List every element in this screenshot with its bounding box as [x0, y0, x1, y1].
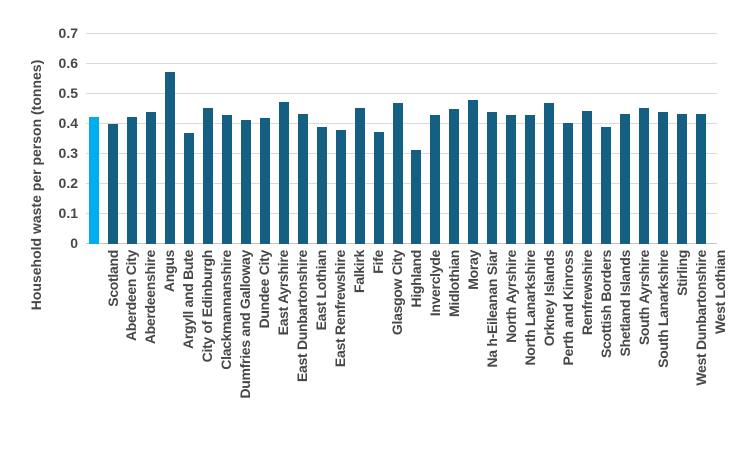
- bar-dundee-city: [240, 119, 251, 244]
- bar-inverclyde: [411, 149, 422, 244]
- bar-fife: [354, 107, 365, 244]
- bar-east-renfrewshire: [316, 127, 327, 244]
- x-label-west-lothian: West Lothian: [711, 250, 728, 335]
- bar-falkirk: [335, 130, 346, 244]
- bar-south-ayrshire: [620, 113, 631, 244]
- bar-scotland: [89, 116, 99, 244]
- x-label-west-dunbartonshire: West Dunbartonshire: [692, 250, 709, 386]
- bar-shetland-islands: [601, 127, 612, 244]
- bar-north-ayrshire: [487, 112, 498, 244]
- bar-moray: [449, 109, 460, 244]
- x-label-south-ayrshire: South Ayrshire: [635, 250, 652, 346]
- bar-perth-and-kinross: [544, 103, 555, 244]
- y-tick-label: 0.4: [58, 115, 78, 131]
- x-label-na-h-eileanan-siar: Na h-Eileanan Siar: [483, 250, 500, 368]
- bar-midlothian: [430, 115, 441, 244]
- x-label-midlothian: Midlothian: [445, 250, 462, 317]
- x-label-south-lanarkshire: South Lanarkshire: [654, 250, 671, 368]
- x-label-glasgow-city: Glasgow City: [389, 250, 406, 336]
- gridline: [86, 93, 717, 94]
- x-label-north-lanarkshire: North Lanarkshire: [521, 250, 538, 366]
- bar-west-dunbartonshire: [677, 113, 688, 244]
- bar-east-ayrshire: [259, 118, 270, 244]
- x-label-east-ayrshire: East Ayrshire: [275, 250, 292, 336]
- x-label-aberdeen-city: Aberdeen City: [123, 250, 140, 342]
- bar-east-lothian: [297, 113, 308, 244]
- bar-dumfries-and-galloway: [221, 115, 232, 244]
- x-label-clackmannanshire: Clackmannanshire: [218, 250, 235, 370]
- bar-clackmannanshire: [202, 107, 213, 244]
- bar-south-lanarkshire: [639, 107, 650, 244]
- bar-east-dunbartonshire: [278, 101, 289, 244]
- y-tick-label: 0.3: [58, 145, 78, 161]
- x-label-scottish-borders: Scottish Borders: [597, 250, 614, 358]
- x-label-city-of-edinburgh: City of Edinburgh: [199, 250, 216, 363]
- x-label-inverclyde: Inverclyde: [426, 250, 443, 317]
- x-label-stirling: Stirling: [673, 250, 690, 296]
- bar-glasgow-city: [373, 131, 384, 244]
- bar-argyll-and-bute: [164, 71, 175, 244]
- plot-area: [86, 33, 717, 244]
- y-tick-label: 0.5: [58, 85, 78, 101]
- bar-west-lothian: [696, 113, 707, 244]
- x-label-perth-and-kinross: Perth and Kinross: [559, 250, 576, 366]
- x-label-east-dunbartonshire: East Dunbartonshire: [294, 250, 311, 382]
- x-label-dumfries-and-galloway: Dumfries and Galloway: [237, 250, 254, 399]
- x-label-east-lothian: East Lothian: [313, 250, 330, 331]
- y-tick-label: 0.7: [58, 25, 78, 41]
- bar-city-of-edinburgh: [183, 133, 194, 244]
- y-tick-label: 0: [70, 235, 78, 251]
- bar-north-lanarkshire: [506, 115, 517, 244]
- x-label-scotland: Scotland: [104, 250, 121, 307]
- x-label-east-renfrewshire: East Renfrewshire: [332, 250, 349, 368]
- y-tick-label: 0.2: [58, 175, 78, 191]
- gridline: [86, 33, 717, 34]
- x-label-shetland-islands: Shetland Islands: [616, 250, 633, 357]
- x-label-falkirk: Falkirk: [351, 250, 368, 294]
- bar-highland: [392, 103, 403, 244]
- bar-angus: [145, 112, 156, 244]
- bar-renfrewshire: [563, 122, 574, 244]
- x-label-moray: Moray: [464, 250, 481, 290]
- x-label-aberdeenshire: Aberdeenshire: [142, 250, 159, 345]
- x-label-highland: Highland: [408, 250, 425, 308]
- x-label-angus: Angus: [161, 250, 178, 293]
- x-label-orkney-islands: Orkney Islands: [540, 250, 557, 347]
- bar-scottish-borders: [582, 110, 593, 244]
- x-label-argyll-and-bute: Argyll and Bute: [180, 250, 197, 349]
- x-label-renfrewshire: Renfrewshire: [578, 250, 595, 336]
- y-tick-label: 0.6: [58, 55, 78, 71]
- gridline: [86, 63, 717, 64]
- bar-aberdeenshire: [126, 116, 137, 244]
- y-tick-label: 0.1: [58, 205, 78, 221]
- bar-stirling: [658, 112, 669, 244]
- x-label-fife: Fife: [370, 250, 387, 274]
- x-label-dundee-city: Dundee City: [256, 250, 273, 329]
- bar-aberdeen-city: [107, 124, 118, 244]
- x-label-north-ayrshire: North Ayrshire: [502, 250, 519, 343]
- bar-orkney-islands: [525, 115, 536, 244]
- bar-na-h-eileanan-siar: [468, 100, 479, 244]
